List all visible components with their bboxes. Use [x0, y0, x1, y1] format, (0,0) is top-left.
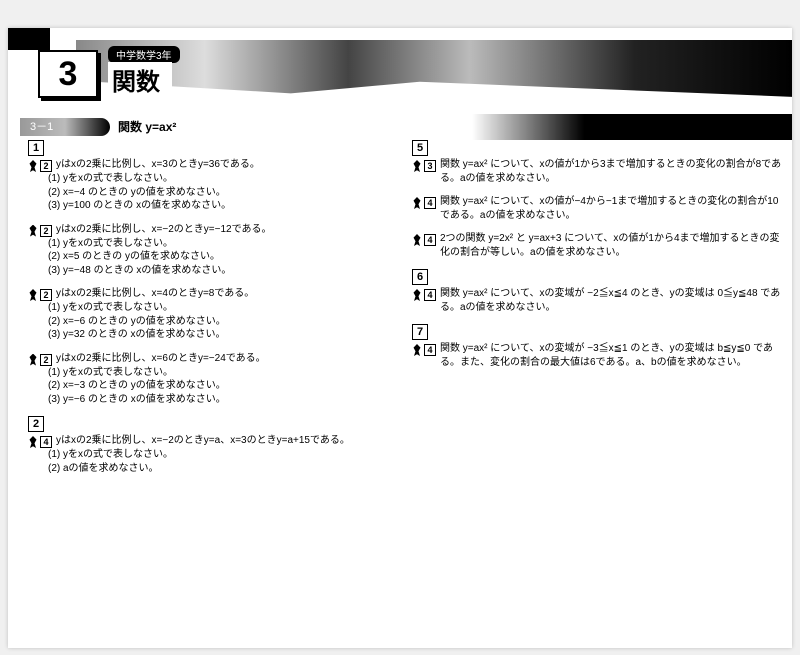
pin-icon — [28, 225, 38, 237]
content-columns: 12yはxの2乗に比例し、x=3のときy=36である。(1) yをxの式で表しな… — [28, 140, 784, 640]
question-number: 6 — [412, 269, 428, 285]
question-prompt: yはxの2乗に比例し、x=−2のときy=a、x=3のときy=a+15である。 — [56, 434, 400, 448]
question-prompt: yはxの2乗に比例し、x=4のときy=8である。 — [56, 287, 400, 301]
question-number: 1 — [28, 140, 44, 156]
question-block: 6 4 関数 y=ax² について、xの変域が −2≦x≦4 のとき、yの変域は 0… — [412, 269, 784, 314]
difficulty-value: 4 — [40, 436, 52, 448]
left-column: 12yはxの2乗に比例し、x=3のときy=36である。(1) yをxの式で表しな… — [28, 140, 400, 640]
sub-question: (2) x=−3 のときの yの値を求めなさい。 — [30, 379, 400, 393]
sub-question: (2) x=−6 のときの yの値を求めなさい。 — [30, 315, 400, 329]
difficulty-badge: 4 — [28, 436, 52, 448]
question-block: 5 3 関数 y=ax² について、xの値が1から3まで増加するときの変化の割合が8… — [412, 140, 784, 185]
question-prompt: 関数 y=ax² について、xの変域が −2≦x≦4 のとき、yの変域は 0≦y… — [440, 287, 784, 314]
sub-question: (1) yをxの式で表しなさい。 — [30, 172, 400, 186]
question-block: 2 4 yはxの2乗に比例し、x=−2のときy=a、x=3のときy=a+15である。… — [28, 416, 400, 475]
chapter-banner: 3 中学数学3年 関数 — [8, 32, 792, 110]
question-block: 4 2つの関数 y=2x² と y=ax+3 について、xの値が1から4まで増加す… — [412, 232, 784, 259]
pin-icon — [28, 160, 38, 172]
question-number: 2 — [28, 416, 44, 432]
difficulty-badge: 2 — [28, 160, 52, 172]
difficulty-badge: 4 — [412, 234, 436, 246]
difficulty-value: 3 — [424, 160, 436, 172]
pin-icon — [412, 344, 422, 356]
page: 3 中学数学3年 関数 3－1 関数 y=ax² 1 2 yはxの2乗に比例し、x=… — [8, 28, 792, 648]
banner-gradient — [76, 40, 792, 98]
side-gradient-bar — [472, 114, 792, 140]
sub-question: (3) y=100 のときの xの値を求めなさい。 — [30, 199, 400, 213]
difficulty-badge: 2 — [28, 354, 52, 366]
question-block: 2 yはxの2乗に比例し、x=−2のときy=−12である。(1) yをxの式で表し… — [28, 223, 400, 278]
chapter-breadcrumb: 中学数学3年 — [108, 46, 180, 63]
difficulty-value: 4 — [424, 289, 436, 301]
difficulty-badge: 3 — [412, 160, 436, 172]
question-prompt: 2つの関数 y=2x² と y=ax+3 について、xの値が1から4まで増加する… — [440, 232, 784, 259]
sub-question: (1) yをxの式で表しなさい。 — [30, 366, 400, 380]
chapter-number: 3 — [38, 50, 98, 98]
question-block: 4 関数 y=ax² について、xの値が−4から−1まで増加するときの変化の割合が… — [412, 195, 784, 222]
pin-icon — [412, 160, 422, 172]
chapter-title: 関数 — [108, 62, 172, 97]
question-prompt: yはxの2乗に比例し、x=−2のときy=−12である。 — [56, 223, 400, 237]
question-prompt: yはxの2乗に比例し、x=6のときy=−24である。 — [56, 352, 400, 366]
difficulty-badge: 4 — [412, 344, 436, 356]
difficulty-value: 4 — [424, 344, 436, 356]
question-number: 5 — [412, 140, 428, 156]
pin-icon — [28, 289, 38, 301]
question-block: 2 yはxの2乗に比例し、x=4のときy=8である。(1) yをxの式で表しなさい… — [28, 287, 400, 342]
question-prompt: 関数 y=ax² について、xの値が−4から−1まで増加するときの変化の割合が1… — [440, 195, 784, 222]
sub-question: (2) x=5 のときの yの値を求めなさい。 — [30, 250, 400, 264]
question-prompt: 関数 y=ax² について、xの値が1から3まで増加するときの変化の割合が8であ… — [440, 158, 784, 185]
difficulty-value: 2 — [40, 354, 52, 366]
sub-question: (3) y=−48 のときの xの値を求めなさい。 — [30, 264, 400, 278]
sub-question: (1) yをxの式で表しなさい。 — [30, 237, 400, 251]
question-number: 7 — [412, 324, 428, 340]
question-prompt: 関数 y=ax² について、xの変域が −3≦x≦1 のとき、yの変域は b≦y… — [440, 342, 784, 369]
sub-question: (3) y=32 のときの xの値を求めなさい。 — [30, 328, 400, 342]
pin-icon — [412, 289, 422, 301]
difficulty-value: 4 — [424, 234, 436, 246]
difficulty-value: 2 — [40, 160, 52, 172]
sub-question: (2) x=−4 のときの yの値を求めなさい。 — [30, 186, 400, 200]
right-column: 5 3 関数 y=ax² について、xの値が1から3まで増加するときの変化の割合が8… — [412, 140, 784, 640]
pin-icon — [28, 436, 38, 448]
pin-icon — [28, 354, 38, 366]
sub-question: (1) yをxの式で表しなさい。 — [30, 301, 400, 315]
section-tab: 3－1 — [20, 118, 110, 136]
question-block: 2 yはxの2乗に比例し、x=6のときy=−24である。(1) yをxの式で表しな… — [28, 352, 400, 407]
question-block: 1 2 yはxの2乗に比例し、x=3のときy=36である。(1) yをxの式で表しな… — [28, 140, 400, 213]
sub-question: (3) y=−6 のときの xの値を求めなさい。 — [30, 393, 400, 407]
difficulty-badge: 2 — [28, 289, 52, 301]
difficulty-badge: 4 — [412, 289, 436, 301]
question-block: 7 4 関数 y=ax² について、xの変域が −3≦x≦1 のとき、yの変域は b… — [412, 324, 784, 369]
sub-question: (1) yをxの式で表しなさい。 — [30, 448, 400, 462]
pin-icon — [412, 197, 422, 209]
question-prompt: yはxの2乗に比例し、x=3のときy=36である。 — [56, 158, 400, 172]
difficulty-badge: 4 — [412, 197, 436, 209]
pin-icon — [412, 234, 422, 246]
difficulty-badge: 2 — [28, 225, 52, 237]
difficulty-value: 2 — [40, 225, 52, 237]
difficulty-value: 4 — [424, 197, 436, 209]
section-label: 関数 y=ax² — [118, 118, 176, 135]
difficulty-value: 2 — [40, 289, 52, 301]
sub-question: (2) aの値を求めなさい。 — [30, 462, 400, 476]
